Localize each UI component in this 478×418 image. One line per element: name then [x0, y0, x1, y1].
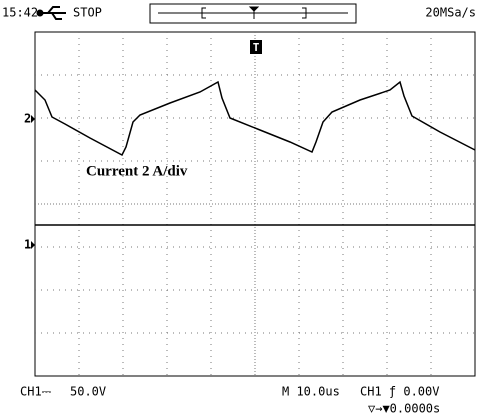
ch2-marker: 2	[24, 112, 31, 126]
trigger-marker-box	[250, 40, 262, 54]
graticule	[34, 31, 476, 377]
ch2-arrow	[31, 115, 35, 123]
clock: 15:42	[2, 6, 38, 20]
trigger-level: CH1 ƒ 0.00V	[360, 385, 439, 399]
ch2-waveform	[34, 80, 476, 157]
ch1-coupling: CH1⎓	[20, 385, 52, 399]
sample-rate: 20MSa/s	[425, 6, 476, 20]
ch1-scale: 50.0V	[70, 385, 106, 399]
annotation: Current 2 A/div	[86, 163, 188, 179]
trigger-offset: ▽→▼0.0000s	[368, 402, 440, 416]
run-state: STOP	[73, 6, 102, 20]
ch1-arrow	[31, 241, 35, 249]
usb-icon	[36, 6, 66, 20]
trigger-marker: T	[253, 41, 260, 54]
timebase: M 10.0us	[282, 385, 340, 399]
ch1-marker: 1	[24, 238, 31, 252]
trigger-position-bar	[149, 3, 357, 24]
